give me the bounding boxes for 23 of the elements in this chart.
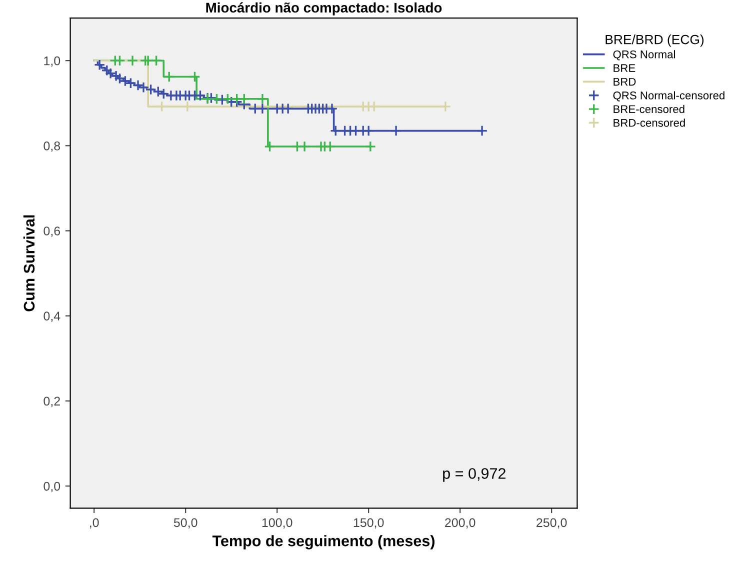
legend-label: BRE-censored xyxy=(614,104,684,114)
x-tick-label: 250,0 xyxy=(536,518,567,529)
chart-title: Miocárdio não compactado: Isolado xyxy=(206,2,442,16)
y-tick-label: 0,4 xyxy=(44,312,60,322)
x-tick-label: 200,0 xyxy=(445,518,476,529)
legend-label: QRS Normal-censored xyxy=(613,91,724,102)
legend-title: BRE/BRD (ECG) xyxy=(606,34,704,47)
legend-label: BRD xyxy=(614,78,636,86)
y-tick-label: 0,8 xyxy=(44,141,60,152)
y-tick-label: 0,6 xyxy=(44,226,60,237)
x-axis-title: Tempo de seguimento (meses) xyxy=(212,535,434,550)
x-tick-label: 50,0 xyxy=(174,518,198,529)
y-axis-title: Cum Survival xyxy=(23,215,35,312)
legend-label: QRS Normal xyxy=(613,50,675,60)
x-tick-label: 150,0 xyxy=(354,518,384,529)
legend-label: BRE xyxy=(614,64,636,72)
y-tick-label: 0,0 xyxy=(44,482,60,492)
annotation: p = 0,972 xyxy=(443,468,506,482)
legend-label: BRD-censored xyxy=(614,118,685,127)
x-tick-label: ,0 xyxy=(90,518,99,529)
x-tick-label: 100,0 xyxy=(262,518,292,529)
y-tick-label: 0,2 xyxy=(44,396,60,408)
y-tick-label: 1,0 xyxy=(44,56,60,67)
